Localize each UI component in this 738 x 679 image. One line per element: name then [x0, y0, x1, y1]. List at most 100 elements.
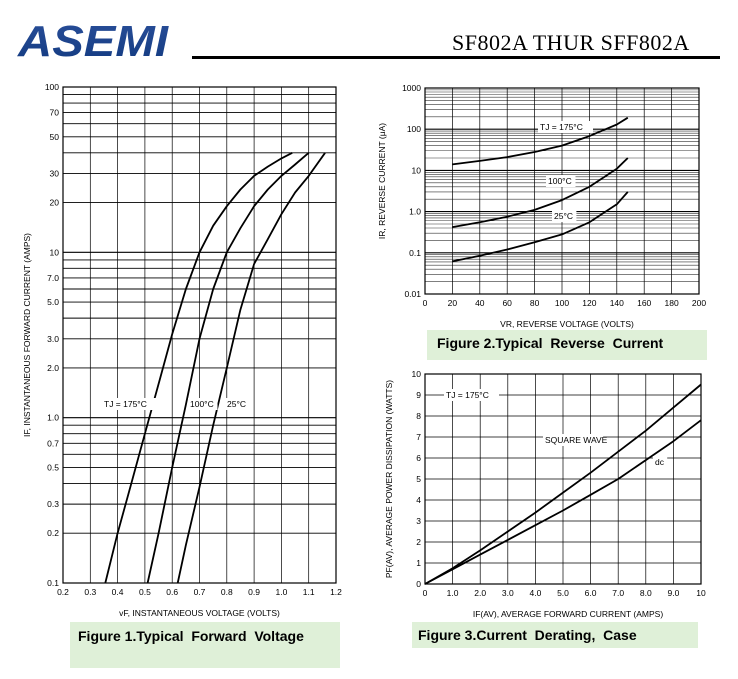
x-tick-label: 0	[423, 588, 428, 598]
y-tick-label: 1000	[402, 83, 421, 93]
y-tick-label: 1	[416, 558, 421, 568]
y-tick-label: 5.0	[47, 297, 59, 307]
y-tick-label: 3.0	[47, 334, 59, 344]
y-tick-label: 5	[416, 474, 421, 484]
x-tick-label: 0.2	[57, 587, 69, 597]
series-line-1	[146, 152, 310, 584]
figure-3-current-derating: 0 1.0 2.0 3.0 4.0 5.0 6.0 7.0 8.0 9.0 101098765432…	[384, 369, 706, 619]
x-tick-label: 80	[530, 298, 540, 308]
annotation-square-wave: SQUARE WAVE	[545, 435, 608, 445]
plot-frame	[424, 373, 702, 585]
annotation-square-wave-bg	[543, 434, 604, 446]
y-tick-label: 10	[50, 247, 60, 257]
x-tick-label: 5.0	[557, 588, 569, 598]
x-tick-label: 4.0	[529, 588, 541, 598]
x-tick-label: 0.8	[221, 587, 233, 597]
y-tick-label: 70	[50, 108, 60, 118]
x-tick-label: 0.4	[112, 587, 124, 597]
x-axis-label: IF(AV), AVERAGE FORWARD CURRENT (AMPS)	[473, 609, 663, 619]
title-rule	[192, 56, 720, 59]
annotation-dc-bg	[653, 456, 668, 468]
plot-frame	[62, 86, 337, 584]
series-line-2	[452, 191, 629, 263]
y-tick-label: 8	[416, 411, 421, 421]
series-line-0	[424, 383, 702, 585]
annotation-tj-175-bg	[538, 121, 593, 133]
x-axis-label: vF, INSTANTANEOUS VOLTAGE (VOLTS)	[119, 608, 280, 618]
y-tick-label: 0.5	[47, 462, 59, 472]
x-tick-label: 40	[475, 298, 485, 308]
y-tick-label: 10	[412, 369, 422, 379]
plot-frame	[424, 87, 700, 295]
series-line-2	[176, 152, 326, 584]
x-tick-label: 0.5	[139, 587, 151, 597]
x-tick-label: 0.9	[248, 587, 260, 597]
x-tick-label: 10	[696, 588, 706, 598]
x-tick-label: 1.0	[275, 587, 287, 597]
x-tick-label: 60	[502, 298, 512, 308]
annotation-tj-175: TJ = 175°C	[540, 122, 583, 132]
x-tick-label: 0.6	[166, 587, 178, 597]
y-tick-label: 3	[416, 516, 421, 526]
annotation-100c: 100°C	[190, 399, 214, 409]
asemi-logo: ASEMI	[17, 18, 169, 62]
x-tick-label: 100	[555, 298, 569, 308]
annotation-100c-bg	[188, 398, 218, 410]
x-tick-label: 3.0	[502, 588, 514, 598]
annotation-100c-bg	[546, 175, 576, 187]
y-tick-label: 7	[416, 432, 421, 442]
x-tick-label: 1.1	[303, 587, 315, 597]
y-tick-label: 0.1	[47, 578, 59, 588]
y-tick-label: 1.0	[47, 413, 59, 423]
x-tick-label: 0	[423, 298, 428, 308]
fig3-caption-box	[412, 622, 698, 648]
figure-2-reverse-current: 0 20 40 60 80 100 120 140 160 180 200 1000 100 10 1.0 0…	[377, 83, 706, 329]
y-tick-label: 7.0	[47, 273, 59, 283]
y-tick-label: 9	[416, 390, 421, 400]
series-line-0	[452, 116, 629, 166]
y-tick-label: 4	[416, 495, 421, 505]
x-tick-label: 7.0	[612, 588, 624, 598]
y-tick-label: 6	[416, 453, 421, 463]
x-tick-label: 20	[448, 298, 458, 308]
fig1-caption: Figure 1.Typical Forward Voltage	[78, 628, 304, 644]
x-tick-label: 0.7	[194, 587, 206, 597]
annotation-dc: dc	[655, 457, 665, 467]
x-tick-label: 200	[692, 298, 706, 308]
y-axis-label: IF, INSTANTANEOUS FORWARD CURRENT (AMPS)	[22, 233, 32, 437]
x-tick-label: 140	[610, 298, 624, 308]
annotation-25c-bg	[225, 398, 250, 410]
x-tick-label: 180	[665, 298, 679, 308]
y-tick-label: 0.3	[47, 499, 59, 509]
x-tick-label: 9.0	[667, 588, 679, 598]
y-tick-label: 30	[50, 168, 60, 178]
annotation-25c: 25°C	[227, 399, 246, 409]
y-tick-label: 50	[50, 132, 60, 142]
annotation-tj-175: TJ = 175°C	[446, 390, 489, 400]
annotation-100c: 100°C	[548, 176, 572, 186]
figure-1-forward-voltage: 0.2 0.3 0.4 0.5 0.6 0.7 0.8 0.9 1.0 1.1 1.2 100 70 50…	[22, 82, 342, 618]
x-tick-label: 6.0	[585, 588, 597, 598]
x-tick-label: 160	[637, 298, 651, 308]
y-tick-label: 0.2	[47, 528, 59, 538]
svg-text:ASEMI: ASEMI	[17, 18, 169, 62]
series-line-1	[452, 157, 629, 228]
annotation-tj-175-bg	[102, 398, 157, 410]
fig1-caption-box	[70, 622, 340, 668]
y-tick-label: 1.0	[409, 207, 421, 217]
x-tick-label: 120	[582, 298, 596, 308]
annotation-tj-175-bg	[444, 389, 499, 401]
document-title: SF802A THUR SFF802A	[452, 30, 690, 55]
fig3-caption: Figure 3.Current Derating, Case	[418, 627, 637, 643]
y-tick-label: 0.7	[47, 438, 59, 448]
annotation-25c-bg	[552, 210, 577, 222]
x-axis-label: VR, REVERSE VOLTAGE (VOLTS)	[500, 319, 634, 329]
y-tick-label: 20	[50, 198, 60, 208]
x-tick-label: 0.3	[84, 587, 96, 597]
fig2-caption-box	[427, 330, 707, 360]
y-tick-label: 0.01	[404, 289, 421, 299]
x-tick-label: 2.0	[474, 588, 486, 598]
x-tick-label: 1.2	[330, 587, 342, 597]
y-tick-label: 100	[45, 82, 59, 92]
